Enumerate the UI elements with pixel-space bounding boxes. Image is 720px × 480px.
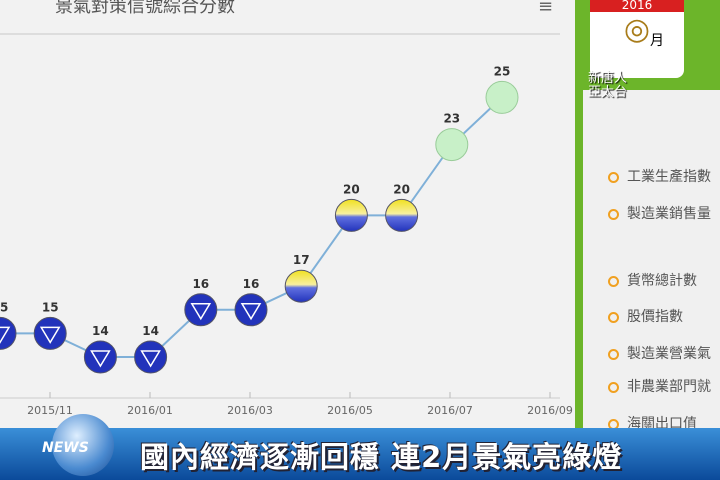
data-point: [83, 340, 117, 374]
data-label: 20: [393, 182, 410, 196]
data-label: 16: [243, 277, 260, 291]
news-logo: NEWS: [42, 440, 89, 456]
triangle-down-icon: [39, 326, 61, 344]
data-label: 15: [42, 300, 59, 314]
data-point: [385, 198, 419, 232]
x-tick-label: 2016/01: [127, 404, 173, 417]
calendar-logo: 2016 ◎ 月: [590, 0, 684, 78]
data-label: 16: [192, 277, 209, 291]
headline: 國內經濟逐漸回穩 連2月景氣亮綠燈: [140, 440, 623, 474]
triangle-down-icon: [90, 350, 111, 368]
data-point: [334, 198, 368, 232]
data-point: [284, 269, 318, 303]
triangle-down-icon: [240, 303, 262, 321]
data-point: [435, 128, 469, 162]
channel-name: 新唐人 亞太台: [588, 72, 627, 100]
line-chart: 2015/11 2016/01 2016/03 2016/05 2016/07 2016/…: [0, 33, 573, 417]
x-tick-label: 2016/03: [227, 404, 273, 417]
sidebar-item[interactable]: 股價指數: [608, 306, 683, 326]
data-point: [0, 316, 17, 350]
data-label: 25: [494, 64, 511, 78]
x-tick-label: 2016/09: [527, 404, 573, 417]
data-point: [184, 293, 218, 327]
triangle-down-icon: [0, 326, 11, 344]
sidebar-item[interactable]: 非農業部門就: [608, 376, 711, 396]
channel-line: 亞太台: [588, 85, 628, 100]
logo-glyph: ◎: [623, 12, 651, 47]
data-label: 14: [92, 324, 109, 338]
data-point: [234, 293, 268, 327]
data-point: [485, 80, 519, 114]
news-banner: [0, 428, 720, 480]
x-tick-label: 2016/07: [427, 404, 473, 417]
globe-icon: [52, 414, 114, 476]
data-label: 20: [343, 182, 360, 196]
x-tick-label: 2016/05: [327, 404, 373, 417]
data-point: [33, 316, 67, 350]
sidebar-item[interactable]: 製造業銷售量: [608, 203, 711, 223]
triangle-down-icon: [190, 303, 212, 321]
data-label: 17: [293, 253, 310, 267]
hamburger-icon[interactable]: ≡: [538, 0, 554, 17]
sidebar-item[interactable]: 貨幣總計數: [608, 270, 697, 290]
data-label: 15: [0, 300, 8, 314]
data-point: [134, 340, 168, 374]
x-tick-label: 2015/11: [27, 404, 73, 417]
calendar-month: 月: [650, 33, 664, 49]
sidebar-item[interactable]: 工業生產指數: [608, 166, 711, 186]
data-label: 23: [443, 112, 460, 126]
data-label: 14: [142, 324, 159, 338]
triangle-down-icon: [140, 350, 161, 368]
chart-title: 景氣對策信號綜合分數: [55, 0, 235, 17]
chart-panel: 景氣對策信號綜合分數 ≡ 2015/11 2016/01 2016/03 2016/0…: [0, 0, 573, 417]
channel-line: 新唐人: [588, 71, 628, 86]
calendar-year: 2016: [590, 0, 684, 12]
sidebar-item[interactable]: 製造業營業氣: [608, 343, 711, 363]
